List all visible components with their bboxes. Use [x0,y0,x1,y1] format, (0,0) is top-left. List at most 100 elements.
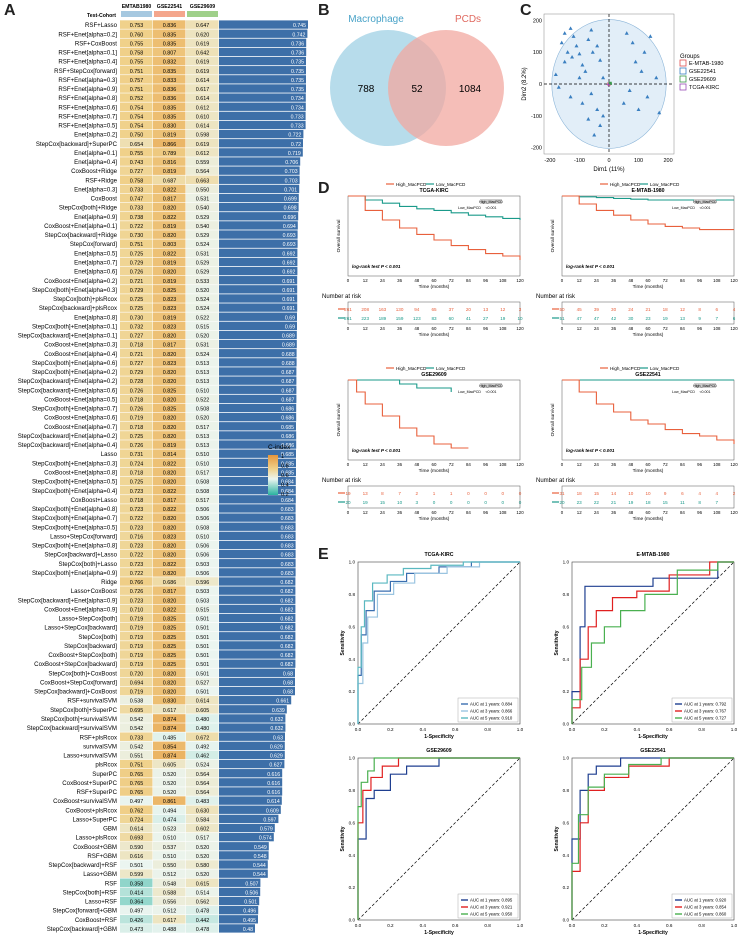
mean-bar [219,312,297,321]
hazard-box [480,199,502,204]
x-tick-label: 0.6 [452,727,459,732]
heatmap-cell-value: 0.538 [130,699,144,705]
mean-bar [219,851,269,860]
row-model-label: Lasso+CoxBoost [71,588,118,595]
risk-count-high: 12 [680,307,686,312]
mean-bar [219,586,296,595]
heatmap-cell-value: 0.719 [130,644,144,650]
heatmap-cell [120,358,153,367]
heatmap-cell-value: 0.694 [130,680,144,686]
x-tick-label: 12 [577,462,582,467]
risk-x-tick-label: 96 [697,326,702,331]
heatmap-cell [186,659,219,668]
column-group-label: Test-Cohort [87,13,116,19]
heatmap-cell-value: 0.820 [163,525,177,531]
heatmap-cell [120,294,153,303]
risk-count-high: 261 [344,307,352,312]
heatmap-cell-value: 0.726 [130,270,144,276]
row-model-label: RSF+Enet[alpha=0.1] [58,50,117,57]
mean-bar [219,632,296,641]
scatter-point [598,58,603,62]
heatmap-cell-value: 0.620 [196,32,210,38]
mean-bar [219,394,297,404]
mean-bar [219,349,297,358]
heatmap-cell-value: 0.718 [130,425,144,431]
scatter-point [598,123,603,127]
heatmap-cell-value: 0.820 [163,370,177,376]
mean-bar [219,531,296,541]
heatmap-cell-value: 0.548 [163,881,177,887]
heatmap-cell-value: 0.807 [163,51,177,57]
heatmap-cell-value: 0.820 [163,352,177,358]
heatmap-cell-value: 0.722 [130,571,144,577]
scatter-point [595,107,600,112]
heatmap-cell [153,157,186,166]
risk-count-low: 6 [733,316,736,321]
row-model-label: RSF+plsRcox [80,734,117,741]
mean-bar-value: 0.661 [276,699,289,705]
roc-legend-label: AUC at 3 years: 0.921 [470,905,513,910]
mean-bar-value: 0.734 [291,105,304,111]
scatter-point [568,94,573,99]
y-axis-label: Overall survival [336,404,342,437]
x-tick-label: 100 [634,158,643,164]
mean-bar [219,549,296,559]
heatmap-cell-value: 0.515 [196,324,210,330]
heatmap-cell [186,449,219,458]
mean-bar-value: 0.609 [266,808,279,814]
x-tick-label: 0.0 [569,923,576,928]
heatmap-cell-value: 0.663 [196,178,210,184]
scatter-point [654,75,659,80]
mean-bar-value: 0.683 [281,534,294,540]
mean-bar [219,668,295,677]
heatmap-cell-value: 0.529 [196,215,210,221]
mean-bar [219,741,285,750]
heatmap-cell-value: 0.503 [196,598,210,604]
heatmap-cell-value: 0.599 [130,872,144,878]
heatmap-cell [153,403,186,413]
heatmap-cell [153,586,186,595]
plot-frame [347,195,521,277]
heatmap-cell [120,312,153,321]
row-model-label: StepCox[backward]+CoxBoost [34,689,117,696]
heatmap-cell [186,805,219,815]
mean-bar [219,257,298,267]
heatmap-cell-value: 0.820 [163,434,177,440]
x-tick-label: 96 [483,278,488,283]
heatmap-cell [186,531,219,541]
heatmap-cell-value: 0.724 [130,461,144,467]
heatmap-cell [120,878,153,888]
risk-count-high: 18 [577,491,583,496]
heatmap-cell-value: 0.861 [163,799,177,805]
risk-count-high: 9 [664,491,667,496]
heatmap-cell-value: 0.722 [130,224,144,230]
row-model-label: GBM [103,826,117,833]
row-model-label: StepCox[both]+SuperPC [50,707,118,714]
heatmap-cell [186,367,219,376]
heatmap-cell [186,184,219,194]
mean-bar [219,467,296,477]
heatmap-cell [120,531,153,541]
risk-count-high: 30 [611,307,617,312]
heatmap-cell-value: 0.494 [163,808,177,814]
risk-x-tick-label: 84 [466,326,471,331]
heatmap-cell [120,266,153,276]
scatter-point [645,94,650,99]
risk-x-tick-label: 36 [611,326,616,331]
heatmap-cell-value: 0.719 [130,626,144,632]
heatmap-cell [120,157,153,166]
survival-curve-high [348,195,521,260]
row-model-label: Enet[alpha=0.8] [74,314,117,321]
heatmap-cell [153,20,186,29]
mean-bar [219,659,296,668]
y-tick-label: 0.4 [563,657,570,662]
row-model-label: CoxBoost+Enet[alpha=0.6] [44,415,117,422]
heatmap-cell [120,787,153,796]
heatmap-cell [186,38,219,48]
row-model-label: CoxBoost+SuperPC [62,780,117,787]
risk-count-low: 18 [645,500,651,505]
heatmap-cell-value: 0.501 [130,863,144,869]
heatmap-cell [153,568,186,577]
risk-x-tick-label: 96 [697,510,702,515]
mean-bar-value: 0.682 [280,617,293,623]
